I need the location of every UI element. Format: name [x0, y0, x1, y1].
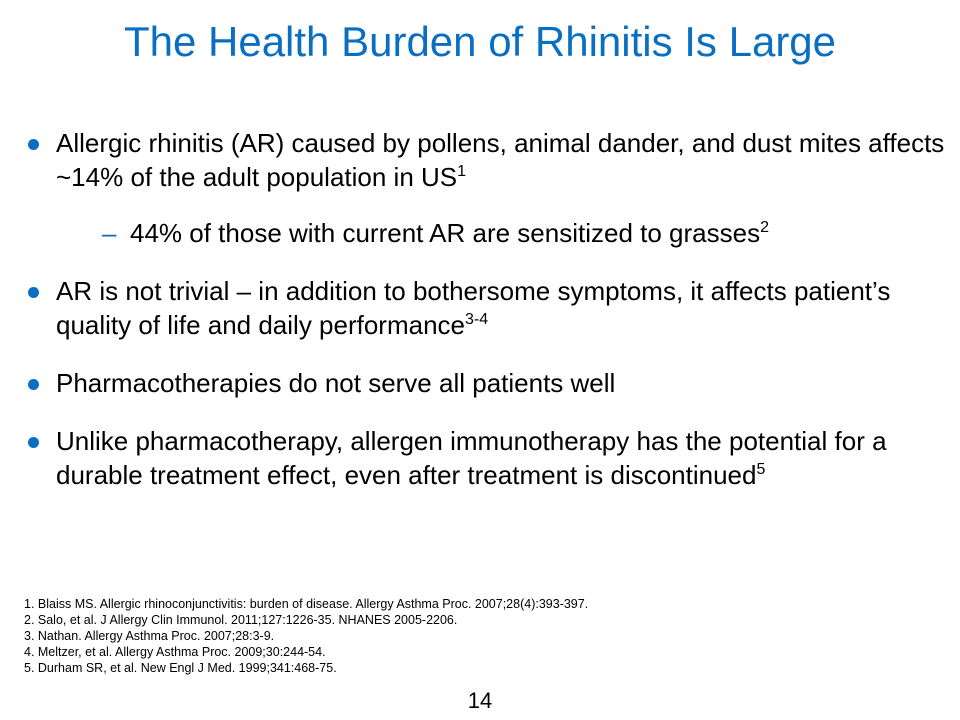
- sub-bullet-text: 44% of those with current AR are sensiti…: [130, 218, 761, 248]
- bullet-dot-icon: [28, 139, 39, 150]
- bullet-dot-icon: [28, 437, 39, 448]
- dash-marker: –: [102, 218, 117, 248]
- reference-item: 2. Salo, et al. J Allergy Clin Immunol. …: [24, 613, 458, 627]
- slide-title: The Health Burden of Rhinitis Is Large: [123, 18, 837, 65]
- bullet-item: AR is not trivial – in addition to bothe…: [28, 274, 948, 342]
- citation-superscript: 5: [756, 461, 766, 478]
- bullet-item: Unlike pharmacotherapy, allergen immunot…: [28, 424, 948, 492]
- bullet-text: Pharmacotherapies do not serve all patie…: [56, 368, 616, 398]
- page-number: 14: [467, 688, 493, 713]
- reference-item: 5. Durham SR, et al. New Engl J Med. 199…: [24, 661, 337, 675]
- bullet-dot-icon: [28, 287, 39, 298]
- citation-superscript: 3-4: [465, 311, 489, 328]
- bullet-text: AR is not trivial – in addition to bothe…: [56, 276, 891, 340]
- bullet-text: Unlike pharmacotherapy, allergen immunot…: [56, 426, 887, 490]
- references: 1. Blaiss MS. Allergic rhinoconjunctivit…: [24, 596, 588, 676]
- bullet-text: Allergic rhinitis (AR) caused by pollens…: [56, 128, 945, 192]
- reference-item: 1. Blaiss MS. Allergic rhinoconjunctivit…: [24, 597, 589, 611]
- reference-item: 4. Meltzer, et al. Allergy Asthma Proc. …: [24, 645, 326, 659]
- reference-item: 3. Nathan. Allergy Asthma Proc. 2007;28:…: [24, 629, 275, 643]
- bullet-list: Allergic rhinitis (AR) caused by pollens…: [28, 120, 948, 492]
- citation-superscript: 2: [760, 219, 769, 236]
- citation-superscript: 1: [457, 163, 467, 180]
- bullet-item: Allergic rhinitis (AR) caused by pollens…: [28, 126, 948, 194]
- bullet-item: Pharmacotherapies do not serve all patie…: [28, 366, 948, 400]
- bullet-dot-icon: [28, 379, 39, 390]
- sub-bullet-item: – 44% of those with current AR are sensi…: [28, 216, 948, 250]
